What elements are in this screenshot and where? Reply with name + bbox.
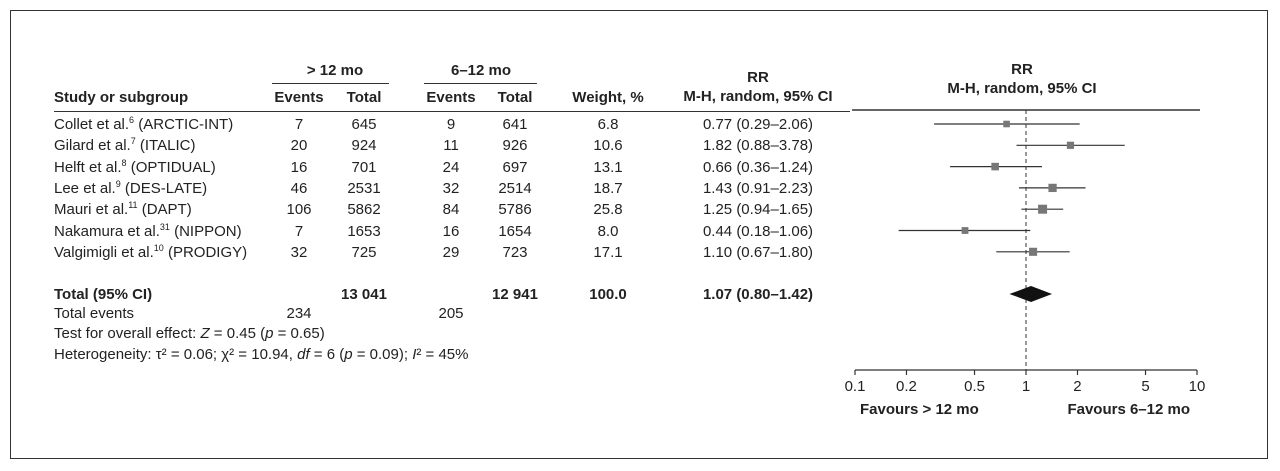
- weight-cell: 10.6: [593, 137, 623, 155]
- x-tick-label: 10: [1189, 378, 1206, 395]
- total2-header: Total: [497, 89, 533, 106]
- weight-cell: 18.7: [593, 179, 623, 197]
- total-events-label: Total events: [54, 305, 135, 322]
- total1-cell: 924: [351, 137, 377, 155]
- weight-cell: 25.8: [593, 201, 623, 219]
- total1-cell: 1653: [347, 222, 381, 240]
- study-marker: [1038, 204, 1048, 214]
- overall-effect-text: Test for overall effect: Z = 0.45 (p = 0…: [54, 325, 325, 342]
- study-marker: [991, 162, 999, 171]
- total-events2: 205: [438, 305, 464, 322]
- study-label: Nakamura et al.31 (NIPPON): [54, 221, 242, 240]
- total2-cell: 1654: [498, 222, 532, 240]
- plot-method: M-H, random, 95% CI: [947, 80, 1097, 97]
- study-label: Helft et al.8 (OPTIDUAL): [54, 157, 216, 176]
- events1-cell: 32: [290, 243, 308, 261]
- x-tick-label: 0.1: [845, 378, 866, 395]
- events2-cell: 11: [443, 137, 459, 155]
- rr-column-method: M-H, random, 95% CI: [683, 88, 833, 105]
- x-tick-label: 0.5: [964, 378, 985, 395]
- total-events1: 234: [286, 305, 312, 322]
- group1-header: > 12 mo: [306, 62, 364, 79]
- events1-cell: 16: [290, 158, 308, 176]
- total1-cell: 701: [351, 158, 377, 176]
- events1-header: Events: [274, 89, 324, 106]
- ci-cell: 1.82 (0.88–3.78): [702, 137, 814, 155]
- total1-cell: 725: [351, 243, 377, 261]
- weight-cell: 13.1: [593, 158, 623, 176]
- events2-cell: 32: [442, 179, 460, 197]
- rr-column-title: RR: [747, 69, 769, 86]
- study-marker: [961, 227, 969, 234]
- total1-cell: 5862: [347, 201, 381, 219]
- header-rule: [54, 111, 850, 112]
- group2-header: 6–12 mo: [450, 62, 512, 79]
- study-label: Valgimigli et al.10 (PRODIGY): [54, 242, 248, 261]
- favours-right-label: Favours 6–12 mo: [1067, 401, 1190, 418]
- study-marker: [1066, 141, 1075, 149]
- events2-header: Events: [426, 89, 476, 106]
- study-label: Lee et al.9 (DES-LATE): [54, 178, 208, 197]
- favours-left-label: Favours > 12 mo: [860, 401, 979, 418]
- ci-cell: 0.44 (0.18–1.06): [702, 222, 814, 240]
- heterogeneity-text: Heterogeneity: τ² = 0.06; χ² = 10.94, df…: [54, 346, 469, 363]
- study-marker: [1029, 247, 1038, 256]
- total-weight: 100.0: [589, 286, 627, 303]
- x-tick-label: 0.2: [896, 378, 917, 395]
- study-label: Collet et al.6 (ARCTIC-INT): [54, 115, 234, 134]
- events2-cell: 84: [442, 201, 460, 219]
- ci-cell: 0.77 (0.29–2.06): [702, 116, 814, 133]
- study-marker: [1003, 120, 1010, 128]
- ci-cell: 1.43 (0.91–2.23): [702, 179, 814, 197]
- ci-cell: 0.66 (0.36–1.24): [702, 158, 814, 176]
- total1-cell: 2531: [347, 179, 381, 197]
- study-label: Gilard et al.7 (ITALIC): [54, 136, 196, 155]
- total-label: Total (95% CI): [54, 286, 153, 303]
- events1-cell: 20: [290, 137, 308, 155]
- events1-cell: 106: [286, 201, 312, 219]
- ci-cell: 1.25 (0.94–1.65): [702, 201, 814, 219]
- total-t1: 13 041: [341, 286, 387, 303]
- total1-cell: 645: [351, 116, 377, 133]
- x-tick-label: 2: [1073, 378, 1081, 395]
- total2-cell: 723: [502, 243, 528, 261]
- weight-header: Weight, %: [572, 89, 644, 106]
- total2-cell: 641: [502, 116, 528, 133]
- study-marker: [1048, 183, 1057, 193]
- total2-cell: 5786: [498, 201, 532, 219]
- events1-cell: 7: [294, 116, 304, 133]
- events2-cell: 16: [442, 222, 460, 240]
- events1-cell: 46: [290, 179, 308, 197]
- events2-cell: 24: [442, 158, 460, 176]
- total2-cell: 697: [502, 158, 528, 176]
- plot-title: RR: [1011, 61, 1033, 78]
- total2-cell: 2514: [498, 179, 532, 197]
- study-column-header: Study or subgroup: [54, 89, 189, 106]
- total1-header: Total: [346, 89, 382, 106]
- group1-rule: [272, 83, 389, 84]
- events2-cell: 9: [446, 116, 456, 133]
- weight-cell: 8.0: [597, 222, 619, 240]
- ci-cell: 1.10 (0.67–1.80): [702, 243, 814, 261]
- x-tick-label: 5: [1141, 378, 1149, 395]
- total2-cell: 926: [502, 137, 528, 155]
- pooled-diamond: [1009, 286, 1053, 302]
- total-ci: 1.07 (0.80–1.42): [702, 286, 814, 303]
- events1-cell: 7: [294, 222, 304, 240]
- weight-cell: 17.1: [593, 243, 623, 261]
- weight-cell: 6.8: [597, 116, 619, 133]
- group2-rule: [424, 83, 537, 84]
- figure-frame: [10, 10, 1268, 459]
- events2-cell: 29: [442, 243, 460, 261]
- x-tick-label: 1: [1022, 378, 1030, 395]
- study-label: Mauri et al.11 (DAPT): [54, 200, 192, 219]
- total-t2: 12 941: [492, 286, 538, 303]
